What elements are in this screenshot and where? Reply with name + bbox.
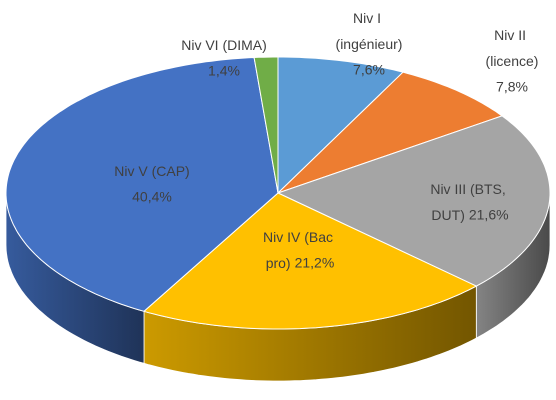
slice-label: Niv III (BTS, DUT) [430, 181, 509, 223]
slice-label: Niv VI (DIMA) [181, 37, 267, 53]
value-label: 7,6% [353, 62, 385, 78]
slice [276, 115, 551, 287]
value-label: 21,2% [295, 255, 335, 271]
value-label: 40,4% [132, 189, 172, 205]
slice [142, 192, 478, 330]
slice-label: Niv V (CAP) [114, 163, 189, 179]
slice [277, 71, 504, 194]
slice-label: Niv I (ingénieur) [336, 10, 403, 52]
slice [277, 56, 404, 195]
value-label: 21,6% [469, 207, 509, 223]
slice-label: Niv II (licence) [486, 27, 539, 69]
value-label: 1,4% [208, 63, 240, 79]
slice [5, 56, 279, 312]
slice [253, 56, 279, 194]
value-label: 7,8% [496, 79, 528, 95]
slice-label: Niv IV (Bac pro) [263, 229, 337, 271]
